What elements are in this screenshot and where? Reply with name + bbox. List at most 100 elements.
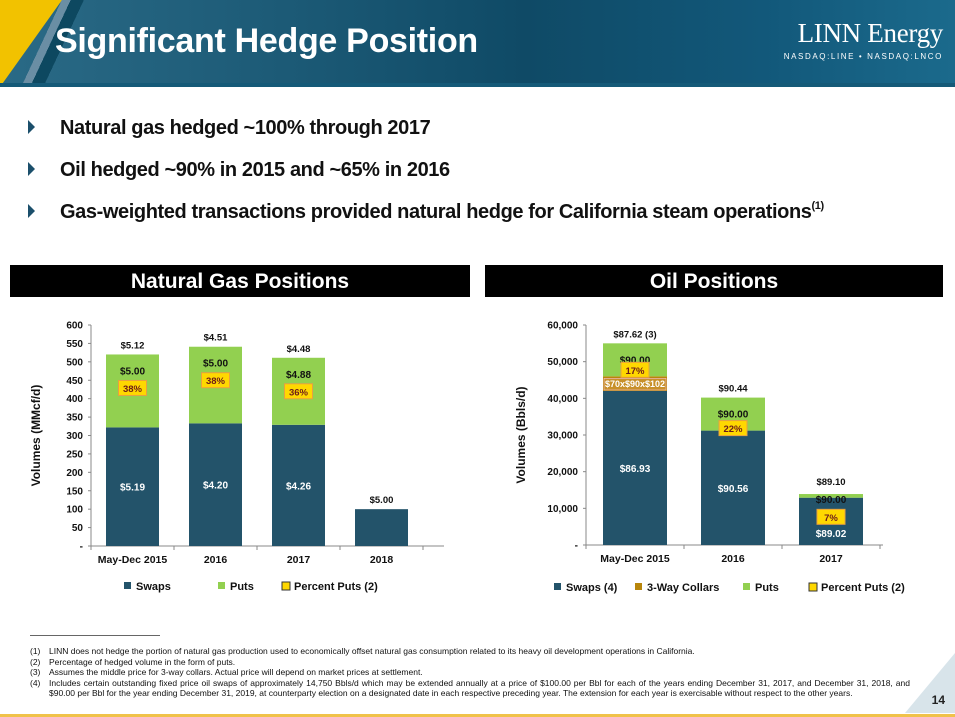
y-tick-label: 250 — [66, 449, 83, 460]
y-tick-label: 100 — [66, 505, 83, 516]
oil-panel-title: Oil Positions — [485, 265, 943, 297]
legend-swatch-puts — [218, 582, 225, 589]
x-category-label: 2016 — [204, 554, 228, 566]
puts-price-label: $90.00 — [816, 495, 847, 506]
puts-price-label: $90.00 — [718, 410, 749, 421]
y-tick-label: 400 — [66, 394, 83, 405]
percent-puts-label: 22% — [723, 424, 743, 435]
swaps-price-label: $90.56 — [718, 484, 749, 495]
legend-label: Percent Puts (2) — [294, 581, 378, 593]
legend-swatch-puts — [743, 583, 750, 590]
percent-puts-box — [201, 372, 230, 389]
footnote-rule — [30, 635, 160, 636]
bar-puts — [799, 494, 863, 498]
percent-puts-box — [118, 379, 147, 396]
y-tick-label: 10,000 — [547, 504, 578, 515]
collar-label-bg — [603, 378, 667, 391]
y-tick-label: 550 — [66, 339, 83, 350]
y-tick-label: 350 — [66, 413, 83, 424]
total-price-label: $5.12 — [121, 340, 145, 351]
footnote-number: (4) — [30, 677, 41, 688]
percent-puts-label: 17% — [625, 366, 645, 377]
puts-price-label: $5.00 — [203, 359, 228, 370]
bullet-text-main: Natural gas hedged ~100% through 2017 — [60, 117, 431, 139]
puts-price-label: $90.00 — [620, 355, 651, 366]
legend-label: Puts — [755, 582, 779, 594]
legend-swatch-percent-puts — [281, 581, 291, 591]
footnote-number: (1) — [30, 646, 41, 656]
y-tick-label: 30,000 — [547, 431, 578, 442]
bar-swaps — [701, 430, 765, 545]
footnote-text: LINN does not hedge the portion of natur… — [49, 646, 695, 656]
swaps-price-label: $4.26 — [286, 481, 311, 492]
footnote-number: (3) — [30, 667, 41, 678]
x-category-label: May-Dec 2015 — [98, 554, 168, 566]
y-tick-label: 40,000 — [547, 394, 578, 405]
footnote-text: Includes certain outstanding fixed price… — [49, 677, 910, 699]
percent-puts-label: 38% — [206, 376, 226, 387]
bar-swaps — [603, 391, 667, 545]
bullet-text-main: Oil hedged ~90% in 2015 and ~65% in 2016 — [60, 159, 450, 181]
page-number: 14 — [931, 693, 945, 707]
percent-puts-box — [718, 420, 748, 437]
legend-swatch-collars — [635, 583, 642, 590]
y-tick-label: - — [575, 541, 578, 552]
y-tick-label: 20,000 — [547, 467, 578, 478]
slide-title: Significant Hedge Position — [55, 22, 478, 60]
logo-name: LINN Energy — [797, 18, 944, 48]
footnote: (4) Includes certain outstanding fixed pr… — [30, 678, 910, 699]
footnote-number: (2) — [30, 656, 41, 667]
swaps-price-label: $89.02 — [816, 529, 847, 540]
puts-price-label: $4.88 — [286, 370, 311, 381]
percent-puts-box — [816, 508, 846, 525]
footnote-text: Percentage of hedged volume in the form … — [49, 656, 236, 667]
footnote: (3) Assumes the middle price for 3-way co… — [30, 667, 910, 678]
header-stripe-accent — [0, 0, 90, 87]
natural-gas-chart: Volumes (MMcf/d) - 50 100 150 200 250 300 350 400… — [29, 321, 444, 593]
bullet-text: Oil hedged ~90% in 2015 and ~65% in 2016 — [60, 158, 450, 182]
legend-label: 3-Way Collars — [647, 582, 719, 594]
logo-ticker: NASDAQ:LINE • NASDAQ:LNCO — [783, 52, 943, 61]
legend-label: Swaps — [136, 581, 171, 593]
collars-price-label: $70x$90x$102 — [605, 379, 665, 389]
company-logo: LINN Energy NASDAQ:LINE • NASDAQ:LNCO — [783, 18, 944, 61]
x-category-label: 2017 — [287, 554, 311, 566]
bullet-arrow-icon — [28, 120, 35, 134]
bar-swaps — [272, 424, 325, 546]
bar-swaps — [106, 427, 159, 546]
puts-price-label: $5.00 — [120, 366, 145, 377]
footnote: (1) LINN does not hedge the portion of na… — [30, 646, 910, 657]
total-price-label: $4.48 — [287, 344, 311, 355]
bullet-arrow-icon — [28, 162, 35, 176]
swaps-price-label: $4.20 — [203, 481, 228, 492]
percent-puts-label: 7% — [824, 513, 838, 524]
x-category-label: 2016 — [721, 553, 745, 565]
footnote: (2) Percentage of hedged volume in the fo… — [30, 657, 910, 668]
y-tick-label: 150 — [66, 486, 83, 497]
percent-puts-label: 38% — [123, 384, 143, 395]
bullet-text-main: Gas-weighted transactions provided natur… — [60, 201, 812, 223]
bar-swaps — [189, 423, 242, 546]
total-price-label: $89.10 — [816, 477, 845, 488]
oil-chart: Volumes (Bbls/d) - 10,000 20,000 30,000 40,00… — [514, 321, 905, 595]
legend-swatch-percent-puts — [808, 582, 818, 592]
x-category-label: 2018 — [370, 554, 394, 566]
y-tick-label: 200 — [66, 468, 83, 479]
legend-label: Percent Puts (2) — [821, 582, 905, 594]
total-price-label: $90.44 — [718, 384, 748, 395]
y-axis-label: Volumes (Bbls/d) — [514, 386, 528, 483]
y-tick-label: - — [80, 542, 83, 553]
legend-label: Puts — [230, 581, 254, 593]
footnotes: (1) LINN does not hedge the portion of na… — [30, 635, 910, 699]
footnote-text: Assumes the middle price for 3-way colla… — [49, 667, 423, 678]
y-tick-label: 300 — [66, 431, 83, 442]
gas-panel-title: Natural Gas Positions — [10, 265, 470, 297]
legend-swatch-swaps — [124, 582, 131, 589]
x-category-label: May-Dec 2015 — [600, 553, 670, 565]
bullet-arrow-icon — [28, 204, 35, 218]
x-category-label: 2017 — [819, 553, 843, 565]
y-axis-label: Volumes (MMcf/d) — [29, 385, 43, 487]
bullet-text: Gas-weighted transactions provided natur… — [60, 200, 824, 224]
y-tick-label: 50,000 — [547, 357, 578, 368]
y-tick-label: 500 — [66, 357, 83, 368]
